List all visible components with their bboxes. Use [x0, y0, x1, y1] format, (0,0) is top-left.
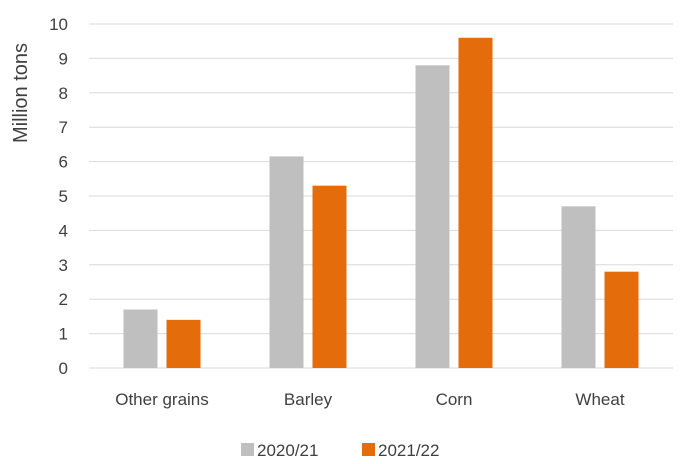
y-tick-label: 0: [59, 359, 68, 378]
y-tick-label: 10: [49, 15, 68, 34]
x-category-label: Corn: [436, 390, 473, 409]
y-tick-label: 1: [59, 325, 68, 344]
bar-2021-22-other-grains: [166, 319, 201, 368]
bar-2020-21-other-grains: [123, 309, 158, 368]
y-axis-tick-labels: 0 1 2 3 4 5 6 7 8 9 10: [49, 15, 68, 378]
y-tick-label: 4: [59, 221, 68, 240]
legend-label: 2020/21: [257, 441, 318, 459]
bar-2021-22-barley: [312, 185, 347, 368]
y-tick-label: 9: [59, 49, 68, 68]
y-tick-label: 7: [59, 118, 68, 137]
legend-swatch: [241, 443, 254, 456]
legend-label: 2021/22: [378, 441, 439, 459]
x-axis-category-labels: Other grains Barley Corn Wheat: [115, 390, 625, 409]
x-category-label: Barley: [284, 390, 333, 409]
y-tick-label: 8: [59, 84, 68, 103]
y-tick-label: 5: [59, 187, 68, 206]
bar-2020-21-barley: [269, 156, 304, 368]
legend: 2020/21 2021/22: [241, 441, 439, 460]
bars: [123, 37, 639, 368]
bar-2020-21-wheat: [561, 206, 596, 368]
bar-2021-22-corn: [458, 37, 493, 368]
bar-2021-22-wheat: [604, 271, 639, 368]
legend-swatch: [362, 443, 375, 456]
y-axis-title: Million tons: [10, 43, 32, 143]
y-tick-label: 6: [59, 153, 68, 172]
y-tick-label: 2: [59, 290, 68, 309]
y-tick-label: 3: [59, 256, 68, 275]
bar-2020-21-corn: [415, 65, 450, 368]
x-category-label: Wheat: [575, 390, 624, 409]
x-category-label: Other grains: [115, 390, 209, 409]
